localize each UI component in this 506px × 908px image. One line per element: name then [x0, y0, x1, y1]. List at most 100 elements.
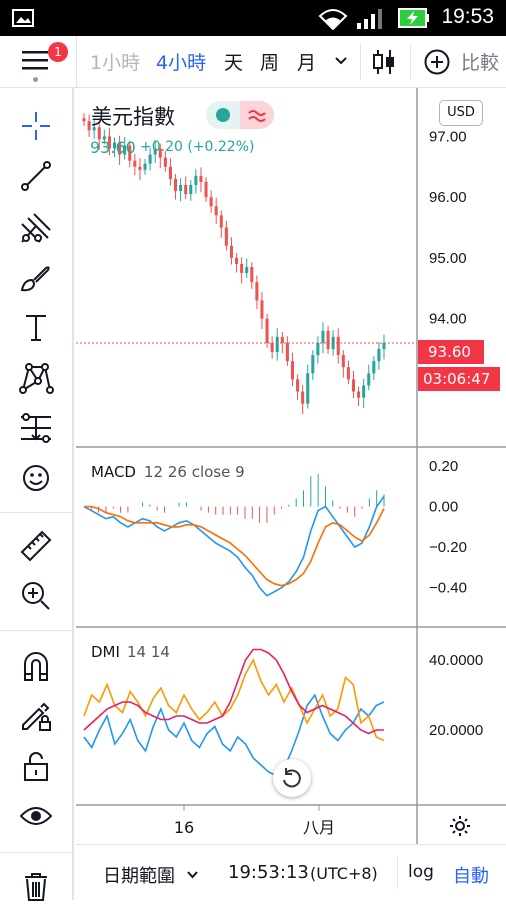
pitchfork-tool[interactable] — [14, 206, 58, 250]
candle-body — [168, 166, 172, 179]
reset-chart-button[interactable] — [273, 759, 311, 797]
candle-body — [229, 245, 233, 258]
interval-4h[interactable]: 4小時 — [156, 52, 207, 74]
compare-button[interactable]: 比較 — [461, 52, 500, 74]
interval-1h[interactable]: 1小時 — [90, 52, 141, 74]
battery-icon — [398, 8, 429, 28]
macd-pane — [83, 474, 385, 597]
status-bar: 19:53 — [0, 0, 506, 36]
chevron-down-icon[interactable] — [186, 870, 199, 879]
interval-week[interactable]: 周 — [260, 52, 280, 74]
candle-body — [316, 342, 320, 356]
candle-body — [367, 373, 371, 386]
candle-body — [174, 178, 178, 192]
lock-all-tool[interactable] — [14, 744, 58, 788]
candlestick-type-icon[interactable] — [372, 48, 396, 76]
hamburger-icon — [22, 51, 48, 70]
candle-body — [250, 267, 254, 283]
candle-body — [82, 118, 86, 122]
pattern-tool[interactable] — [14, 356, 58, 400]
ruler-tool[interactable] — [14, 524, 58, 568]
date-range-button[interactable]: 日期範圍 — [103, 866, 175, 887]
signal-icon — [357, 9, 382, 29]
trend-line-icon — [21, 161, 51, 191]
indicator-tick-label: 0.00 — [429, 499, 458, 516]
timezone-button[interactable]: (UTC+8) — [310, 864, 378, 883]
candle-body — [143, 163, 147, 170]
series-line-macd — [83, 495, 385, 597]
menu-dot — [33, 77, 38, 82]
axis-layer: 97.0096.0095.0094.0093.000.200.00−0.20−0… — [76, 88, 506, 844]
candle-body — [362, 385, 366, 398]
settings-gear-icon[interactable] — [449, 815, 471, 837]
candle-body — [209, 197, 213, 207]
crosshair-icon — [22, 112, 50, 140]
eye-icon — [19, 807, 53, 825]
clock: 19:53 — [441, 5, 494, 28]
chart-area[interactable]: 97.0096.0095.0094.0093.000.200.00−0.20−0… — [76, 88, 506, 844]
candle-body — [296, 379, 300, 392]
indicator-tick-label: −0.20 — [429, 539, 467, 556]
candle-body — [255, 282, 259, 301]
candle-body — [148, 154, 152, 164]
reset-icon — [283, 768, 301, 788]
candle-body — [153, 148, 157, 155]
price-tick-label: 96.00 — [429, 189, 467, 206]
price-pane — [76, 113, 417, 415]
candle-body — [138, 166, 142, 170]
add-compare-icon[interactable] — [424, 49, 450, 75]
log-scale-toggle[interactable]: log — [408, 862, 434, 882]
wave-icon — [248, 110, 266, 122]
brush-tool[interactable] — [14, 256, 58, 300]
interval-day[interactable]: 天 — [224, 52, 244, 74]
candle-body — [280, 336, 284, 343]
indicator-tick-label: −0.40 — [429, 580, 467, 597]
measure-tool[interactable] — [14, 406, 58, 450]
candle-body — [219, 215, 223, 228]
lock-drawing-tool[interactable] — [14, 694, 58, 738]
magnet-tool[interactable] — [14, 644, 58, 688]
chart-canvas[interactable]: 97.0096.0095.0094.0093.000.200.00−0.20−0… — [76, 88, 506, 844]
dmi-pane — [83, 648, 385, 777]
symbol-title[interactable]: 美元指數 — [91, 105, 175, 129]
series-line-di — [83, 658, 385, 742]
zoom-tool[interactable] — [14, 574, 58, 618]
interval-month[interactable]: 月 — [297, 52, 317, 74]
delete-drawings-tool[interactable] — [14, 864, 58, 908]
clock-time: 19:53:13 — [228, 862, 309, 883]
trend-line-tool[interactable] — [14, 154, 58, 198]
chevron-down-icon[interactable] — [334, 56, 348, 66]
fib-retracement-icon — [21, 413, 51, 443]
emoji-tool[interactable] — [14, 456, 58, 500]
candle-body — [194, 175, 198, 185]
macd-title[interactable]: MACD — [91, 463, 136, 481]
candle-body — [102, 136, 106, 140]
pattern-icon — [19, 363, 54, 394]
candle-body — [321, 330, 325, 343]
candle-body — [351, 379, 356, 392]
market-status-right — [240, 101, 274, 129]
indicator-tick-label: 0.20 — [429, 458, 458, 475]
dmi-params: 14 14 — [127, 643, 170, 661]
market-status-toggle[interactable] — [206, 101, 274, 129]
candle-body — [346, 367, 350, 380]
series-line-signal — [84, 505, 385, 587]
menu-button[interactable]: 1 — [22, 42, 68, 82]
candle-body — [123, 145, 127, 155]
dmi-title[interactable]: DMI — [91, 643, 120, 661]
series-line-di — [83, 693, 385, 777]
candle-body — [179, 184, 183, 192]
candle-body — [270, 342, 274, 353]
last-price: 93.60 — [90, 138, 136, 157]
currency-button[interactable]: USD — [439, 100, 483, 126]
text-tool[interactable] — [14, 306, 58, 350]
visibility-tool[interactable] — [14, 794, 58, 838]
price-tick-label: 94.00 — [429, 311, 467, 328]
countdown-value: 03:06:47 — [423, 370, 491, 388]
crosshair-tool[interactable] — [14, 104, 58, 148]
auto-scale-toggle[interactable]: 自動 — [453, 866, 489, 887]
text-icon — [26, 315, 46, 341]
candle-body — [357, 391, 361, 398]
price-tag: 93.60 — [418, 340, 484, 364]
candle-body — [128, 145, 132, 161]
